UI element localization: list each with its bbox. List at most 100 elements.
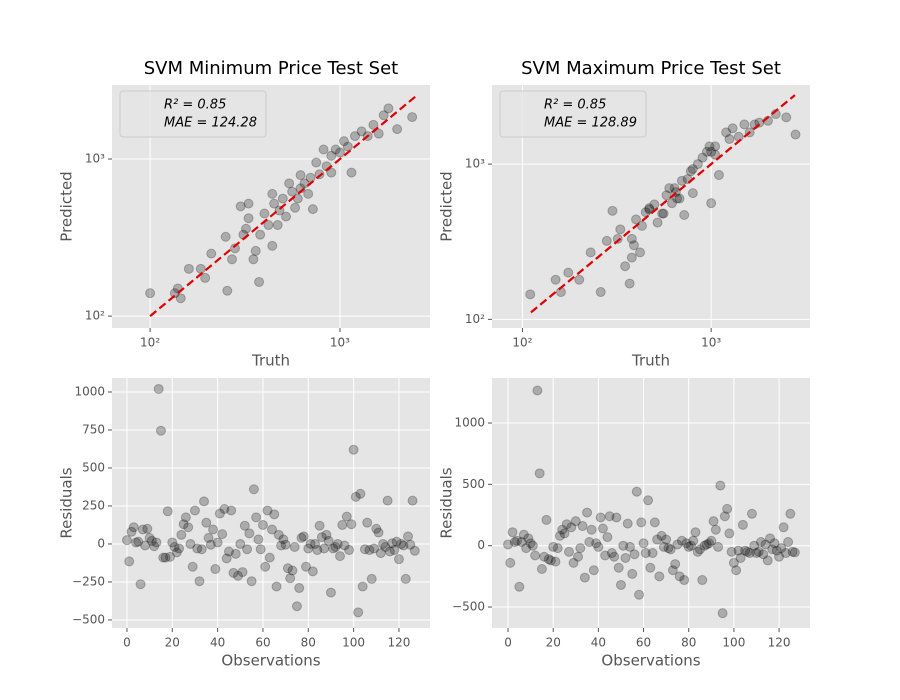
data-point bbox=[687, 163, 698, 174]
data-point bbox=[582, 507, 593, 518]
plot-area bbox=[112, 378, 430, 628]
data-point bbox=[339, 540, 350, 551]
data-point bbox=[326, 150, 337, 161]
data-point bbox=[674, 193, 685, 204]
data-point bbox=[341, 511, 352, 522]
data-point bbox=[277, 193, 288, 204]
data-point bbox=[710, 141, 721, 152]
data-point bbox=[541, 514, 552, 525]
data-point bbox=[774, 551, 785, 562]
data-point bbox=[735, 552, 746, 563]
data-point bbox=[652, 217, 663, 228]
data-point bbox=[661, 190, 672, 201]
data-point bbox=[584, 537, 595, 548]
data-point bbox=[652, 534, 663, 545]
data-point bbox=[634, 589, 645, 600]
data-point bbox=[189, 505, 200, 516]
data-point bbox=[208, 524, 219, 535]
data-point bbox=[669, 183, 680, 194]
data-point bbox=[407, 112, 418, 123]
x-tick-label: 100 bbox=[722, 636, 745, 650]
data-point bbox=[292, 193, 303, 204]
data-point bbox=[534, 468, 545, 479]
data-point bbox=[760, 539, 771, 550]
y-axis-label: Predicted bbox=[438, 171, 456, 241]
x-tick-label: 40 bbox=[210, 636, 225, 650]
data-point bbox=[548, 541, 559, 552]
data-point bbox=[235, 201, 246, 212]
data-point bbox=[666, 198, 677, 209]
y-tick-label: 0 bbox=[97, 536, 105, 550]
y-tick-label: 250 bbox=[82, 498, 105, 512]
data-point bbox=[778, 522, 789, 533]
data-point bbox=[356, 126, 367, 137]
data-point bbox=[176, 529, 187, 540]
data-point bbox=[692, 546, 703, 557]
data-point bbox=[676, 175, 687, 186]
data-point bbox=[337, 519, 348, 530]
data-point bbox=[121, 535, 132, 546]
data-point bbox=[201, 517, 212, 528]
data-point bbox=[378, 538, 389, 549]
data-point bbox=[248, 484, 259, 495]
data-point bbox=[226, 254, 237, 265]
data-point bbox=[602, 532, 613, 543]
data-point bbox=[253, 534, 264, 545]
data-point bbox=[220, 231, 231, 242]
data-point bbox=[692, 159, 703, 170]
data-point bbox=[387, 538, 398, 549]
data-point bbox=[342, 141, 353, 152]
data-point bbox=[174, 543, 185, 554]
data-point bbox=[536, 563, 547, 574]
x-tick-label: 20 bbox=[546, 636, 561, 650]
data-point bbox=[503, 539, 514, 550]
data-point bbox=[133, 536, 144, 547]
data-point bbox=[371, 523, 382, 534]
data-point bbox=[601, 235, 612, 246]
x-tick-label: 100 bbox=[342, 636, 365, 650]
data-point bbox=[731, 565, 742, 576]
data-point bbox=[751, 548, 762, 559]
data-point bbox=[303, 188, 314, 199]
data-point bbox=[717, 608, 728, 619]
data-point bbox=[550, 274, 561, 285]
data-point bbox=[241, 223, 252, 234]
data-point bbox=[746, 508, 757, 519]
data-point bbox=[573, 551, 584, 562]
data-point bbox=[663, 543, 674, 554]
data-point bbox=[263, 220, 274, 231]
y-axis-label: Residuals bbox=[58, 467, 76, 538]
data-point bbox=[307, 204, 318, 215]
data-point bbox=[203, 532, 214, 543]
data-point bbox=[685, 166, 696, 177]
y-tick-label: −250 bbox=[72, 574, 105, 588]
data-point bbox=[369, 543, 380, 554]
data-point bbox=[316, 532, 327, 543]
data-point bbox=[733, 131, 744, 142]
data-point bbox=[393, 554, 404, 565]
data-point bbox=[137, 524, 148, 535]
data-point bbox=[284, 178, 295, 189]
data-point bbox=[667, 565, 678, 576]
data-point bbox=[769, 538, 780, 549]
data-point bbox=[785, 508, 796, 519]
data-point bbox=[607, 205, 618, 216]
data-point bbox=[585, 247, 596, 258]
data-point bbox=[681, 538, 692, 549]
data-point bbox=[353, 607, 364, 618]
data-point bbox=[527, 540, 538, 551]
data-point bbox=[566, 522, 577, 533]
data-point bbox=[706, 535, 717, 546]
data-point bbox=[606, 548, 617, 559]
data-point bbox=[722, 503, 733, 514]
data-point bbox=[609, 551, 620, 562]
data-point bbox=[697, 575, 708, 586]
data-point bbox=[742, 546, 753, 557]
data-point bbox=[160, 552, 171, 563]
data-point bbox=[721, 127, 732, 138]
data-point bbox=[727, 123, 738, 134]
data-point bbox=[611, 512, 622, 523]
x-tick-label: 10² bbox=[512, 336, 532, 350]
data-point bbox=[690, 527, 701, 538]
data-point bbox=[368, 119, 379, 130]
